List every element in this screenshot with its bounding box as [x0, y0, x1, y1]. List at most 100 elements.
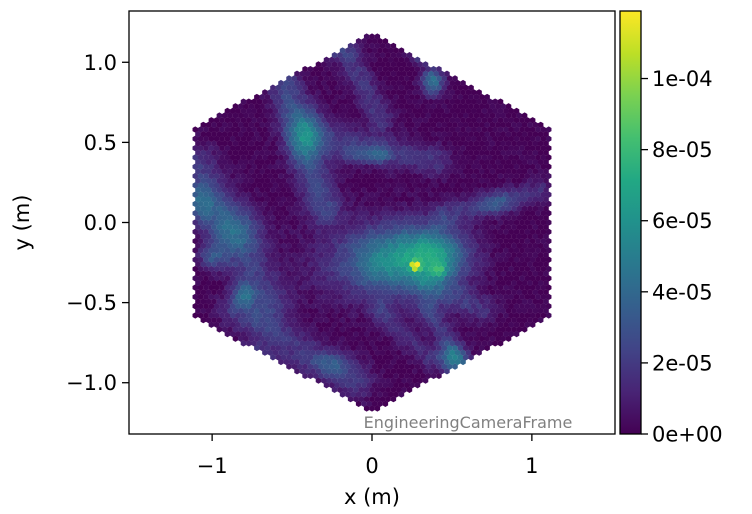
camera-pixel	[286, 251, 292, 259]
camera-pixel	[323, 75, 330, 82]
camera-pixel	[232, 326, 239, 333]
camera-pixel	[516, 270, 523, 277]
camera-pixel	[404, 316, 410, 324]
camera-pixel	[441, 326, 448, 333]
camera-pixel	[546, 191, 552, 198]
camera-pixel	[264, 186, 271, 194]
camera-pixel	[334, 196, 340, 203]
camera-pixel	[546, 237, 552, 245]
camera-pixel	[543, 279, 549, 287]
camera-pixel	[417, 98, 423, 105]
camera-pixel	[363, 349, 370, 356]
camera-pixel	[377, 289, 383, 296]
camera-pixel	[358, 52, 365, 59]
camera-pixel	[535, 200, 541, 208]
camera-pixel	[232, 121, 239, 129]
camera-pixel	[315, 237, 322, 245]
camera-pixel	[412, 265, 418, 273]
camera-pixel	[280, 233, 287, 240]
camera-pixel	[256, 284, 263, 291]
camera-pixel	[379, 172, 386, 180]
camera-pixel	[321, 330, 327, 338]
camera-pixel	[248, 316, 255, 324]
camera-pixel	[256, 210, 263, 217]
camera-pixel	[318, 196, 324, 203]
camera-pixel	[492, 256, 498, 263]
camera-pixel	[500, 307, 506, 314]
camera-pixel	[313, 279, 319, 287]
camera-pixel	[428, 330, 434, 338]
camera-pixel	[479, 270, 485, 277]
camera-pixel	[361, 47, 367, 54]
camera-pixel	[200, 279, 207, 287]
camera-pixel	[398, 84, 405, 91]
camera-pixel	[307, 149, 314, 156]
camera-pixel	[270, 251, 276, 259]
camera-pixel	[326, 61, 332, 68]
camera-pixel	[339, 391, 346, 398]
camera-pixel	[404, 363, 410, 370]
camera-pixel	[377, 47, 383, 54]
camera-pixel	[377, 84, 383, 91]
camera-pixel	[262, 256, 268, 263]
camera-pixel	[374, 349, 381, 356]
camera-pixel	[385, 386, 391, 393]
camera-pixel	[366, 251, 373, 259]
camera-pixel	[329, 223, 335, 231]
camera-pixel	[436, 158, 442, 166]
camera-pixel	[468, 214, 474, 222]
camera-pixel	[313, 75, 319, 82]
camera-pixel	[313, 344, 319, 352]
camera-pixel	[487, 200, 493, 208]
camera-pixel	[246, 144, 252, 152]
camera-pixel	[275, 354, 282, 361]
camera-pixel	[527, 158, 533, 166]
camera-pixel	[495, 233, 501, 240]
camera-pixel	[369, 395, 375, 403]
camera-pixel	[345, 270, 351, 277]
camera-pixel	[479, 121, 485, 129]
camera-pixel	[487, 144, 493, 152]
camera-pixel	[430, 140, 437, 147]
camera-pixel	[299, 70, 306, 77]
camera-pixel	[331, 358, 338, 366]
camera-pixel	[382, 93, 389, 101]
camera-pixel	[379, 182, 386, 189]
camera-pixel	[275, 270, 282, 277]
camera-pixel	[313, 131, 319, 138]
camera-pixel	[404, 75, 410, 82]
camera-pixel	[398, 372, 405, 380]
camera-pixel	[385, 219, 391, 226]
camera-pixel	[390, 330, 397, 338]
camera-pixel	[503, 321, 509, 328]
camera-pixel	[283, 163, 290, 170]
camera-pixel	[476, 321, 482, 328]
camera-pixel	[516, 112, 523, 119]
camera-pixel	[323, 103, 330, 110]
camera-pixel	[436, 214, 442, 222]
camera-pixel	[326, 265, 332, 273]
camera-pixel	[342, 312, 348, 319]
camera-pixel	[513, 247, 520, 254]
camera-pixel	[422, 61, 429, 68]
camera-pixel	[543, 233, 549, 240]
camera-pixel	[508, 256, 514, 263]
camera-pixel	[414, 103, 421, 110]
camera-pixel	[358, 293, 365, 301]
camera-pixel	[254, 140, 260, 147]
camera-pixel	[371, 121, 378, 129]
camera-pixel	[546, 256, 552, 263]
camera-pixel	[251, 275, 257, 282]
camera-pixel	[428, 303, 434, 310]
camera-pixel	[527, 186, 533, 194]
camera-pixel	[390, 200, 397, 208]
camera-pixel	[420, 251, 426, 259]
camera-pixel	[441, 93, 448, 101]
camera-pixel	[503, 210, 509, 217]
camera-pixel	[299, 293, 306, 301]
camera-pixel	[313, 223, 319, 231]
camera-pixel	[256, 163, 263, 170]
colorbar-tick-label: 8e-05	[652, 138, 713, 162]
camera-pixel	[503, 303, 509, 310]
camera-pixel	[342, 182, 348, 189]
